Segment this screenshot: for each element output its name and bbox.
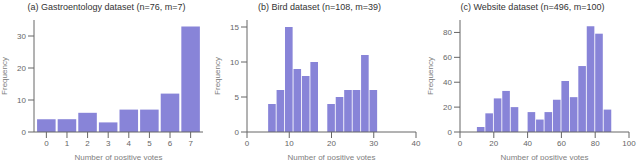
svg-text:0: 0 <box>235 128 240 137</box>
svg-text:10: 10 <box>230 58 239 67</box>
svg-text:80: 80 <box>591 139 600 148</box>
svg-text:10: 10 <box>285 139 294 148</box>
svg-text:20: 20 <box>17 64 26 73</box>
svg-text:Frequency: Frequency <box>8 57 9 95</box>
svg-text:40: 40 <box>523 139 532 148</box>
svg-text:Number of positive votes: Number of positive votes <box>287 153 375 160</box>
svg-text:40: 40 <box>412 139 421 148</box>
svg-text:7: 7 <box>188 139 193 148</box>
svg-text:20: 20 <box>443 103 452 112</box>
svg-text:6: 6 <box>168 139 173 148</box>
html-text:(c) Website dataset (n=496, m=: (c) Website dataset (n=496, m=100) <box>460 2 605 12</box>
svg-text:5: 5 <box>147 139 152 148</box>
svg-text:4: 4 <box>127 139 132 148</box>
svg-text:0: 0 <box>458 139 463 148</box>
svg-text:0: 0 <box>22 128 27 137</box>
svg-text:30: 30 <box>17 32 26 41</box>
svg-text:2: 2 <box>85 139 90 148</box>
html-text:(a) Gastroentology dataset (n=: (a) Gastroentology dataset (n=76, m=7) <box>27 2 186 12</box>
svg-text:60: 60 <box>443 53 452 62</box>
svg-text:Number of positive votes: Number of positive votes <box>500 153 588 160</box>
svg-text:1: 1 <box>65 139 70 148</box>
svg-text:0: 0 <box>44 139 49 148</box>
html-text:(b) Bird dataset (n=108, m=39): (b) Bird dataset (n=108, m=39) <box>258 2 381 12</box>
svg-text:3: 3 <box>106 139 111 148</box>
svg-text:60: 60 <box>557 139 566 148</box>
svg-text:100: 100 <box>622 139 632 148</box>
svg-text:40: 40 <box>443 78 452 87</box>
svg-text:0: 0 <box>245 139 250 148</box>
svg-text:Number of positive votes: Number of positive votes <box>74 153 162 160</box>
svg-text:15: 15 <box>230 23 239 32</box>
svg-text:20: 20 <box>489 139 498 148</box>
svg-text:80: 80 <box>443 28 452 37</box>
svg-text:Frequency: Frequency <box>213 57 222 95</box>
svg-text:20: 20 <box>327 139 336 148</box>
svg-text:30: 30 <box>369 139 378 148</box>
svg-text:Frequency: Frequency <box>426 57 435 95</box>
svg-text:10: 10 <box>17 96 26 105</box>
svg-text:5: 5 <box>235 93 240 102</box>
svg-text:0: 0 <box>448 128 453 137</box>
